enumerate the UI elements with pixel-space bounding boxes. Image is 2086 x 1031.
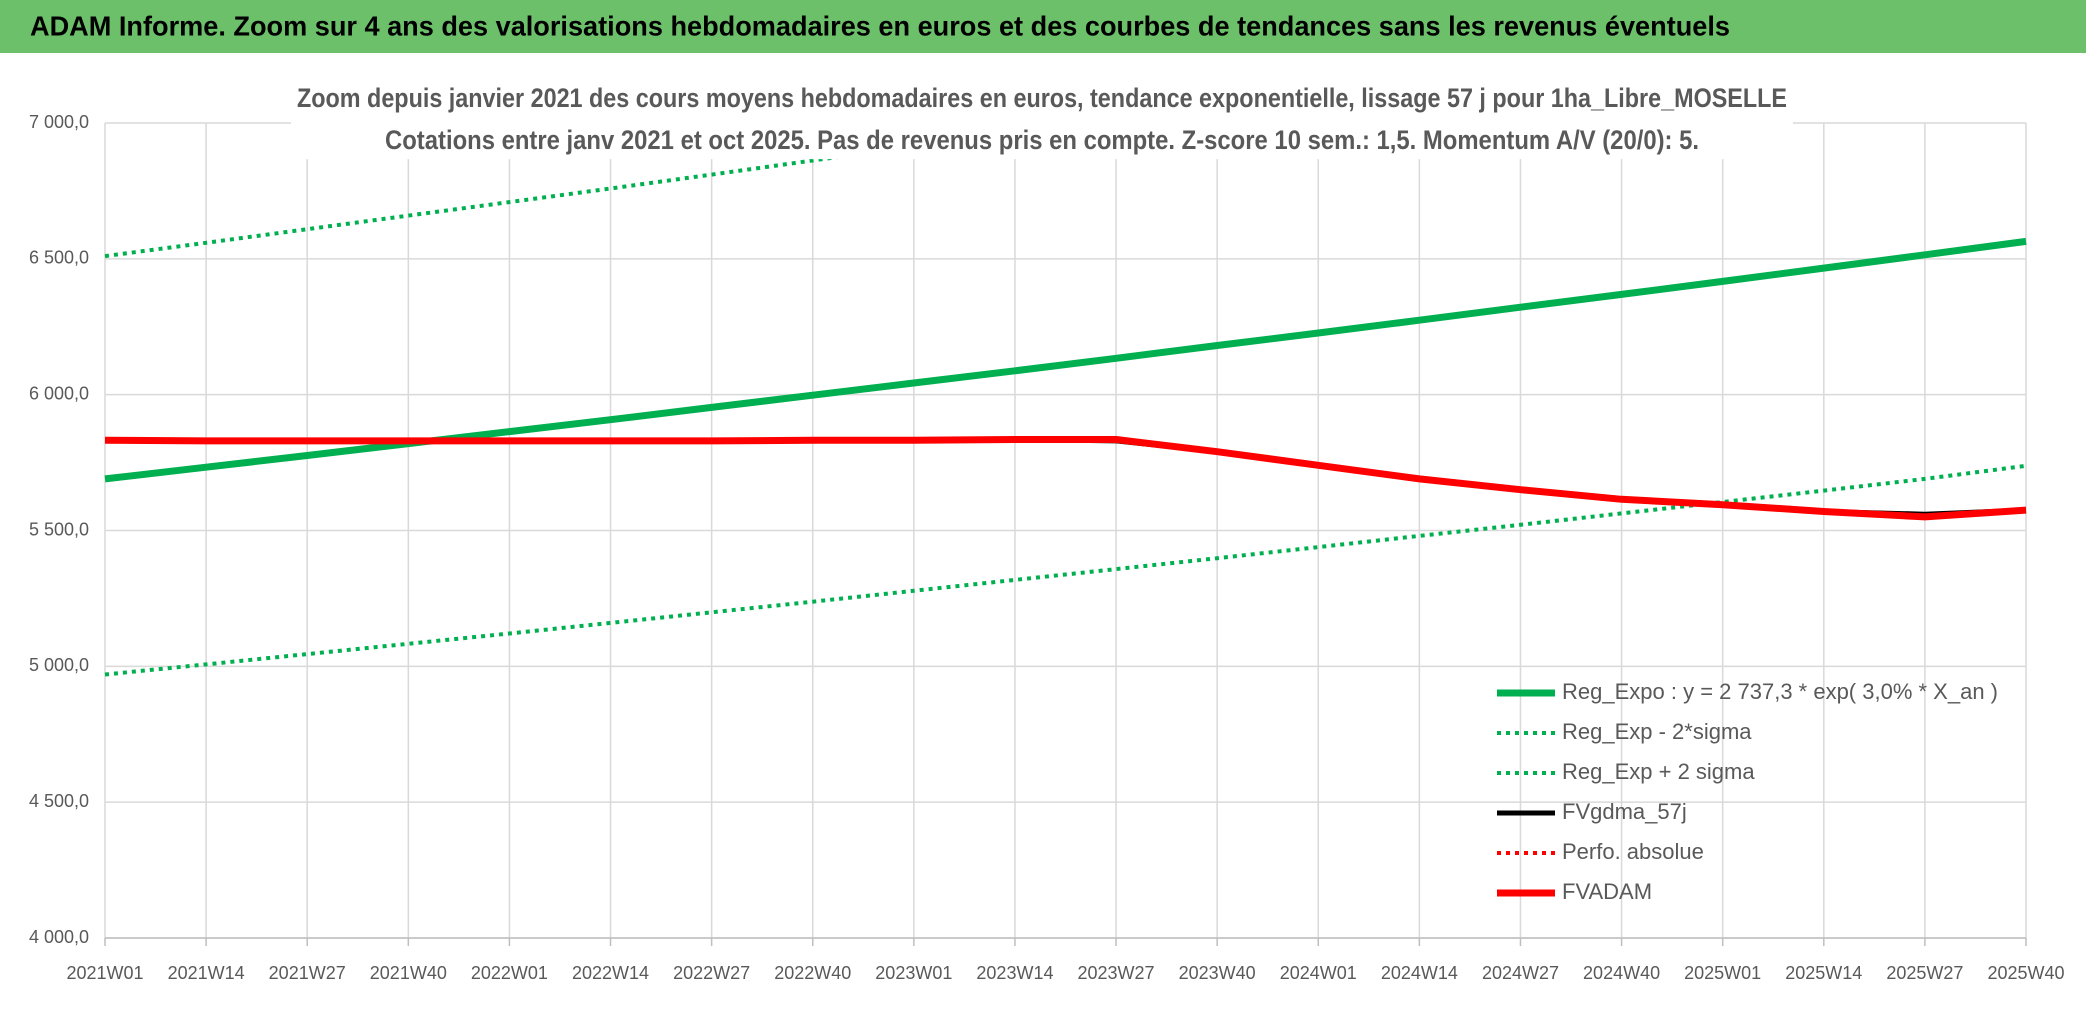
header-bar [0, 0, 2086, 53]
x-tick-label: 2025W27 [1886, 963, 1963, 983]
legend-label: Reg_Exp + 2 sigma [1562, 759, 1755, 784]
y-tick-label: 6 500,0 [29, 248, 89, 268]
x-tick-label: 2024W27 [1482, 963, 1559, 983]
x-tick-label: 2025W40 [1987, 963, 2064, 983]
y-tick-label: 4 000,0 [29, 927, 89, 947]
x-tick-label: 2023W40 [1179, 963, 1256, 983]
series-line [104, 437, 2027, 519]
x-tick-label: 2024W14 [1381, 963, 1458, 983]
x-tick-label: 2021W40 [370, 963, 447, 983]
subtitle-background [291, 79, 1793, 160]
x-tick-label: 2024W01 [1280, 963, 1357, 983]
y-tick-label: 4 500,0 [29, 791, 89, 811]
x-tick-label: 2025W14 [1785, 963, 1862, 983]
x-tick-label: 2022W14 [572, 963, 649, 983]
y-tick-label: 6 000,0 [29, 383, 89, 403]
x-tick-label: 2021W01 [66, 963, 143, 983]
x-tick-label: 2021W27 [269, 963, 346, 983]
x-tick-label: 2025W01 [1684, 963, 1761, 983]
x-tick-label: 2023W01 [875, 963, 952, 983]
y-tick-label: 7 000,0 [29, 112, 89, 132]
legend-label: FVADAM [1562, 879, 1652, 904]
legend-label: Reg_Expo : y = 2 737,3 * exp( 3,0% * X_a… [1562, 679, 1998, 704]
x-tick-label: 2022W27 [673, 963, 750, 983]
x-tick-label: 2023W14 [976, 963, 1053, 983]
subtitle: Cotations entre janv 2021 et oct 2025. P… [385, 125, 1699, 155]
x-tick-label: 2022W01 [471, 963, 548, 983]
x-tick-label: 2021W14 [168, 963, 245, 983]
series-line [104, 463, 2027, 677]
legend-label: Reg_Exp - 2*sigma [1562, 719, 1752, 744]
legend-label: FVgdma_57j [1562, 799, 1687, 824]
legend-label: Perfo. absolue [1562, 839, 1704, 864]
plot-lines [104, 121, 2027, 677]
chart-title: ADAM Informe. Zoom sur 4 ans des valoris… [30, 10, 1730, 41]
y-tick-label: 5 500,0 [29, 519, 89, 539]
y-tick-label: 5 000,0 [29, 655, 89, 675]
subtitle: Zoom depuis janvier 2021 des cours moyen… [297, 83, 1787, 113]
x-tick-label: 2022W40 [774, 963, 851, 983]
subtitle-group: Zoom depuis janvier 2021 des cours moyen… [291, 79, 1793, 160]
x-tick-label: 2024W40 [1583, 963, 1660, 983]
x-tick-label: 2023W27 [1078, 963, 1155, 983]
legend: Reg_Expo : y = 2 737,3 * exp( 3,0% * X_a… [1497, 679, 1998, 904]
